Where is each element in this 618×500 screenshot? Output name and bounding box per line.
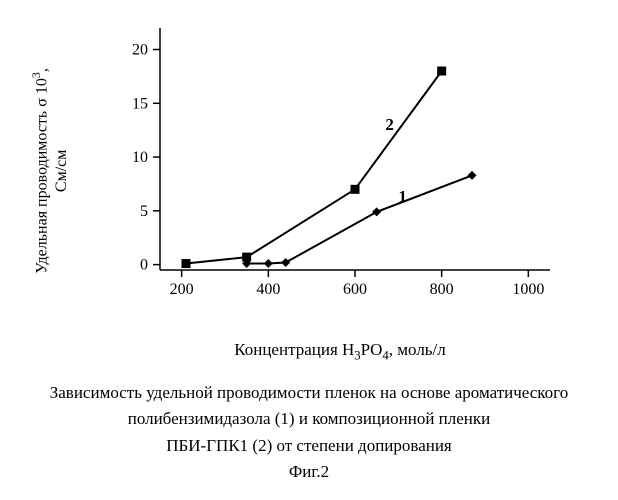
x-axis-label-post: , моль/л (389, 340, 446, 359)
x-tick-label: 800 (430, 281, 454, 298)
figure-container: Удельная проводимость σ 103, См/см 20040… (0, 0, 618, 500)
y-axis-label: Удельная проводимость σ 103, См/см (29, 31, 71, 311)
caption-line2: полибензимидазола (1) и композиционной п… (0, 406, 618, 432)
series-1-marker (281, 258, 290, 267)
series-2-label: 2 (385, 115, 394, 134)
series-1-marker (468, 171, 477, 180)
y-tick-label: 15 (132, 95, 148, 112)
x-axis-label: Концентрация H3PO4, моль/л (120, 340, 560, 363)
caption-line1: Зависимость удельной проводимости пленок… (0, 380, 618, 406)
series-1-label: 1 (398, 187, 407, 206)
series-2-marker (182, 259, 191, 268)
figure-caption: Зависимость удельной проводимости пленок… (0, 380, 618, 485)
y-axis-label-group: Удельная проводимость σ 103, См/см (20, 20, 70, 310)
series-2-line (186, 71, 442, 264)
x-tick-label: 400 (256, 281, 280, 298)
series-1-marker (372, 207, 381, 216)
y-axis-label-sup: 3 (29, 72, 43, 78)
caption-line3: ПБИ-ГПК1 (2) от степени допирования (0, 433, 618, 459)
series-2-marker (242, 253, 251, 262)
y-axis-label-tail: , (33, 68, 50, 72)
x-axis-label-mid: PO (361, 340, 383, 359)
y-tick-label: 0 (140, 257, 148, 274)
y-axis-label-line1: Удельная проводимость σ 10 (33, 78, 50, 273)
caption-line4: Фиг.2 (0, 459, 618, 485)
x-tick-label: 600 (343, 281, 367, 298)
y-tick-label: 20 (132, 42, 148, 59)
x-tick-label: 1000 (512, 281, 544, 298)
series-2-marker (351, 185, 360, 194)
chart-svg: 200 400 600 800 1000 0 5 10 15 20 1 2 (120, 20, 560, 310)
series-1-marker (264, 259, 273, 268)
y-tick-label: 5 (140, 203, 148, 220)
x-axis-label-pre: Концентрация H (234, 340, 354, 359)
y-tick-label: 10 (132, 149, 148, 166)
x-tick-label: 200 (170, 281, 194, 298)
series-2-marker (437, 67, 446, 76)
y-axis-label-line2: См/см (53, 150, 70, 192)
